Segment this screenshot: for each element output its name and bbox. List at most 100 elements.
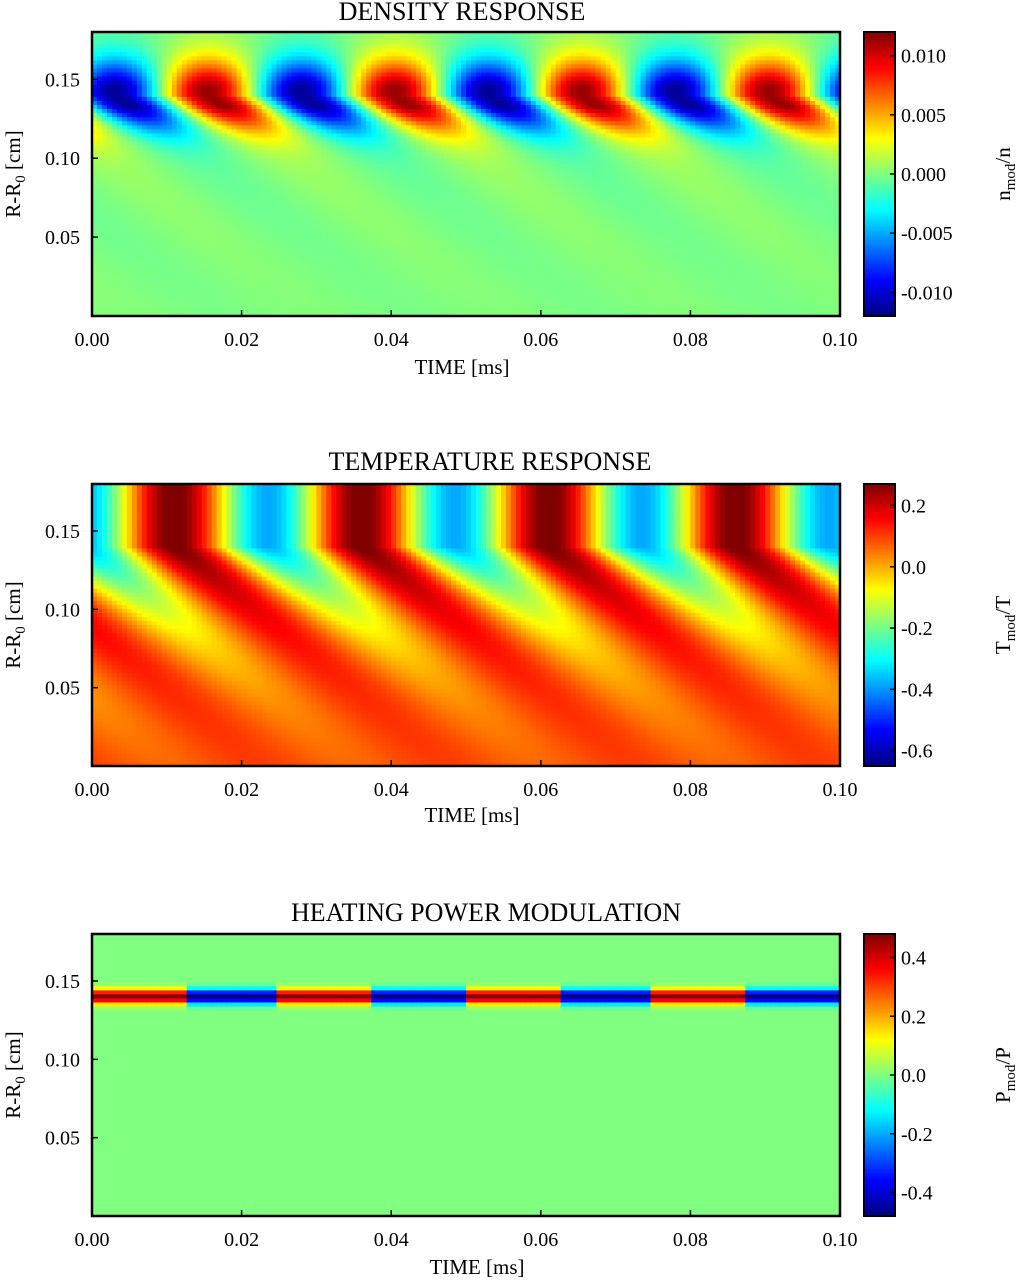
heatmap-cell	[152, 170, 158, 175]
heatmap-cell	[257, 263, 263, 268]
heatmap-cell	[336, 81, 342, 86]
heatmap-cell	[187, 198, 193, 203]
heatmap-cell	[137, 69, 143, 74]
heatmap-cell	[102, 308, 108, 313]
heatmap-cell	[336, 247, 342, 252]
heatmap-cell	[237, 48, 243, 53]
heatmap-cell	[336, 275, 342, 280]
heatmap-cell	[232, 239, 238, 244]
heatmap-cell	[336, 304, 342, 309]
heatmap-cell	[127, 60, 133, 65]
heatmap-cell	[142, 198, 148, 203]
heatmap-cell	[237, 227, 243, 232]
heatmap-cell	[267, 129, 273, 134]
heatmap-cell	[237, 162, 243, 167]
heatmap-cell	[341, 56, 347, 61]
heatmap-cell	[262, 121, 268, 126]
heatmap-cell	[107, 48, 113, 53]
heatmap-cell	[157, 182, 163, 187]
heatmap-cell	[117, 202, 123, 207]
heatmap-cell	[107, 186, 113, 191]
heatmap-cell	[286, 64, 292, 69]
heatmap-cell	[336, 300, 342, 305]
heatmap-cell	[306, 267, 312, 272]
heatmap-cell	[237, 36, 243, 41]
heatmap-cell	[207, 154, 213, 159]
heatmap-cell	[187, 60, 193, 65]
heatmap-cell	[247, 219, 253, 224]
heatmap-cell	[127, 52, 133, 57]
heatmap-cell	[262, 170, 268, 175]
heatmap-cell	[232, 267, 238, 272]
heatmap-cell	[257, 279, 263, 284]
heatmap-cell	[102, 259, 108, 264]
heatmap-cell	[162, 271, 168, 276]
heatmap-cell	[272, 137, 278, 142]
heatmap-cell	[296, 215, 302, 220]
heatmap-cell	[202, 48, 208, 53]
heatmap-cell	[197, 275, 203, 280]
heatmap-cell	[262, 304, 268, 309]
heatmap-cell	[281, 263, 287, 268]
heatmap-cell	[182, 48, 188, 53]
heatmap-cell	[311, 73, 317, 78]
heatmap-cell	[306, 158, 312, 163]
heatmap-cell	[202, 247, 208, 252]
heatmap-cell	[227, 133, 233, 138]
heatmap-cell	[107, 69, 113, 74]
heatmap-cell	[237, 211, 243, 216]
heatmap-cell	[222, 223, 228, 228]
heatmap-cell	[202, 142, 208, 147]
heatmap-cell	[242, 279, 248, 284]
heatmap-cell	[227, 101, 233, 106]
heatmap-cell	[252, 271, 258, 276]
heatmap-cell	[177, 133, 183, 138]
heatmap-cell	[167, 186, 173, 191]
heatmap-cell	[142, 231, 148, 236]
heatmap-cell	[321, 239, 327, 244]
heatmap-cell	[257, 255, 263, 260]
heatmap-cell	[301, 52, 307, 57]
heatmap-cell	[207, 44, 213, 49]
heatmap-cell	[212, 292, 218, 297]
heatmap-cell	[222, 243, 228, 248]
heatmap-cell	[147, 219, 153, 224]
heatmap-cell	[177, 174, 183, 179]
heatmap-cell	[336, 125, 342, 130]
heatmap-cell	[182, 142, 188, 147]
heatmap-cell	[162, 36, 168, 41]
heatmap-cell	[217, 170, 223, 175]
heatmap-cell	[97, 190, 103, 195]
heatmap-cell	[291, 125, 297, 130]
heatmap-cell	[137, 263, 143, 268]
heatmap-cell	[277, 182, 283, 187]
heatmap-cell	[306, 288, 312, 293]
heatmap-cell	[112, 129, 118, 134]
heatmap-cell	[127, 247, 133, 252]
heatmap-cell	[217, 162, 223, 167]
heatmap-cell	[132, 219, 138, 224]
heatmap-cell	[267, 81, 273, 86]
heatmap-cell	[232, 263, 238, 268]
heatmap-cell	[306, 56, 312, 61]
heatmap-cell	[157, 231, 163, 236]
heatmap-cell	[97, 52, 103, 57]
heatmap-cell	[127, 186, 133, 191]
heatmap-cell	[207, 113, 213, 118]
heatmap-cell	[172, 284, 178, 289]
heatmap-cell	[232, 166, 238, 171]
heatmap-cell	[167, 93, 173, 98]
heatmap-cell	[212, 251, 218, 256]
heatmap-cell	[147, 300, 153, 305]
heatmap-cell	[232, 255, 238, 260]
heatmap-cell	[286, 296, 292, 301]
heatmap-cell	[252, 304, 258, 309]
heatmap-cell	[157, 215, 163, 220]
heatmap-cell	[262, 182, 268, 187]
heatmap-cell	[316, 93, 322, 98]
heatmap-cell	[286, 304, 292, 309]
heatmap-cell	[117, 44, 123, 49]
heatmap-cell	[301, 40, 307, 45]
heatmap-cell	[157, 73, 163, 78]
heatmap-cell	[192, 235, 198, 240]
